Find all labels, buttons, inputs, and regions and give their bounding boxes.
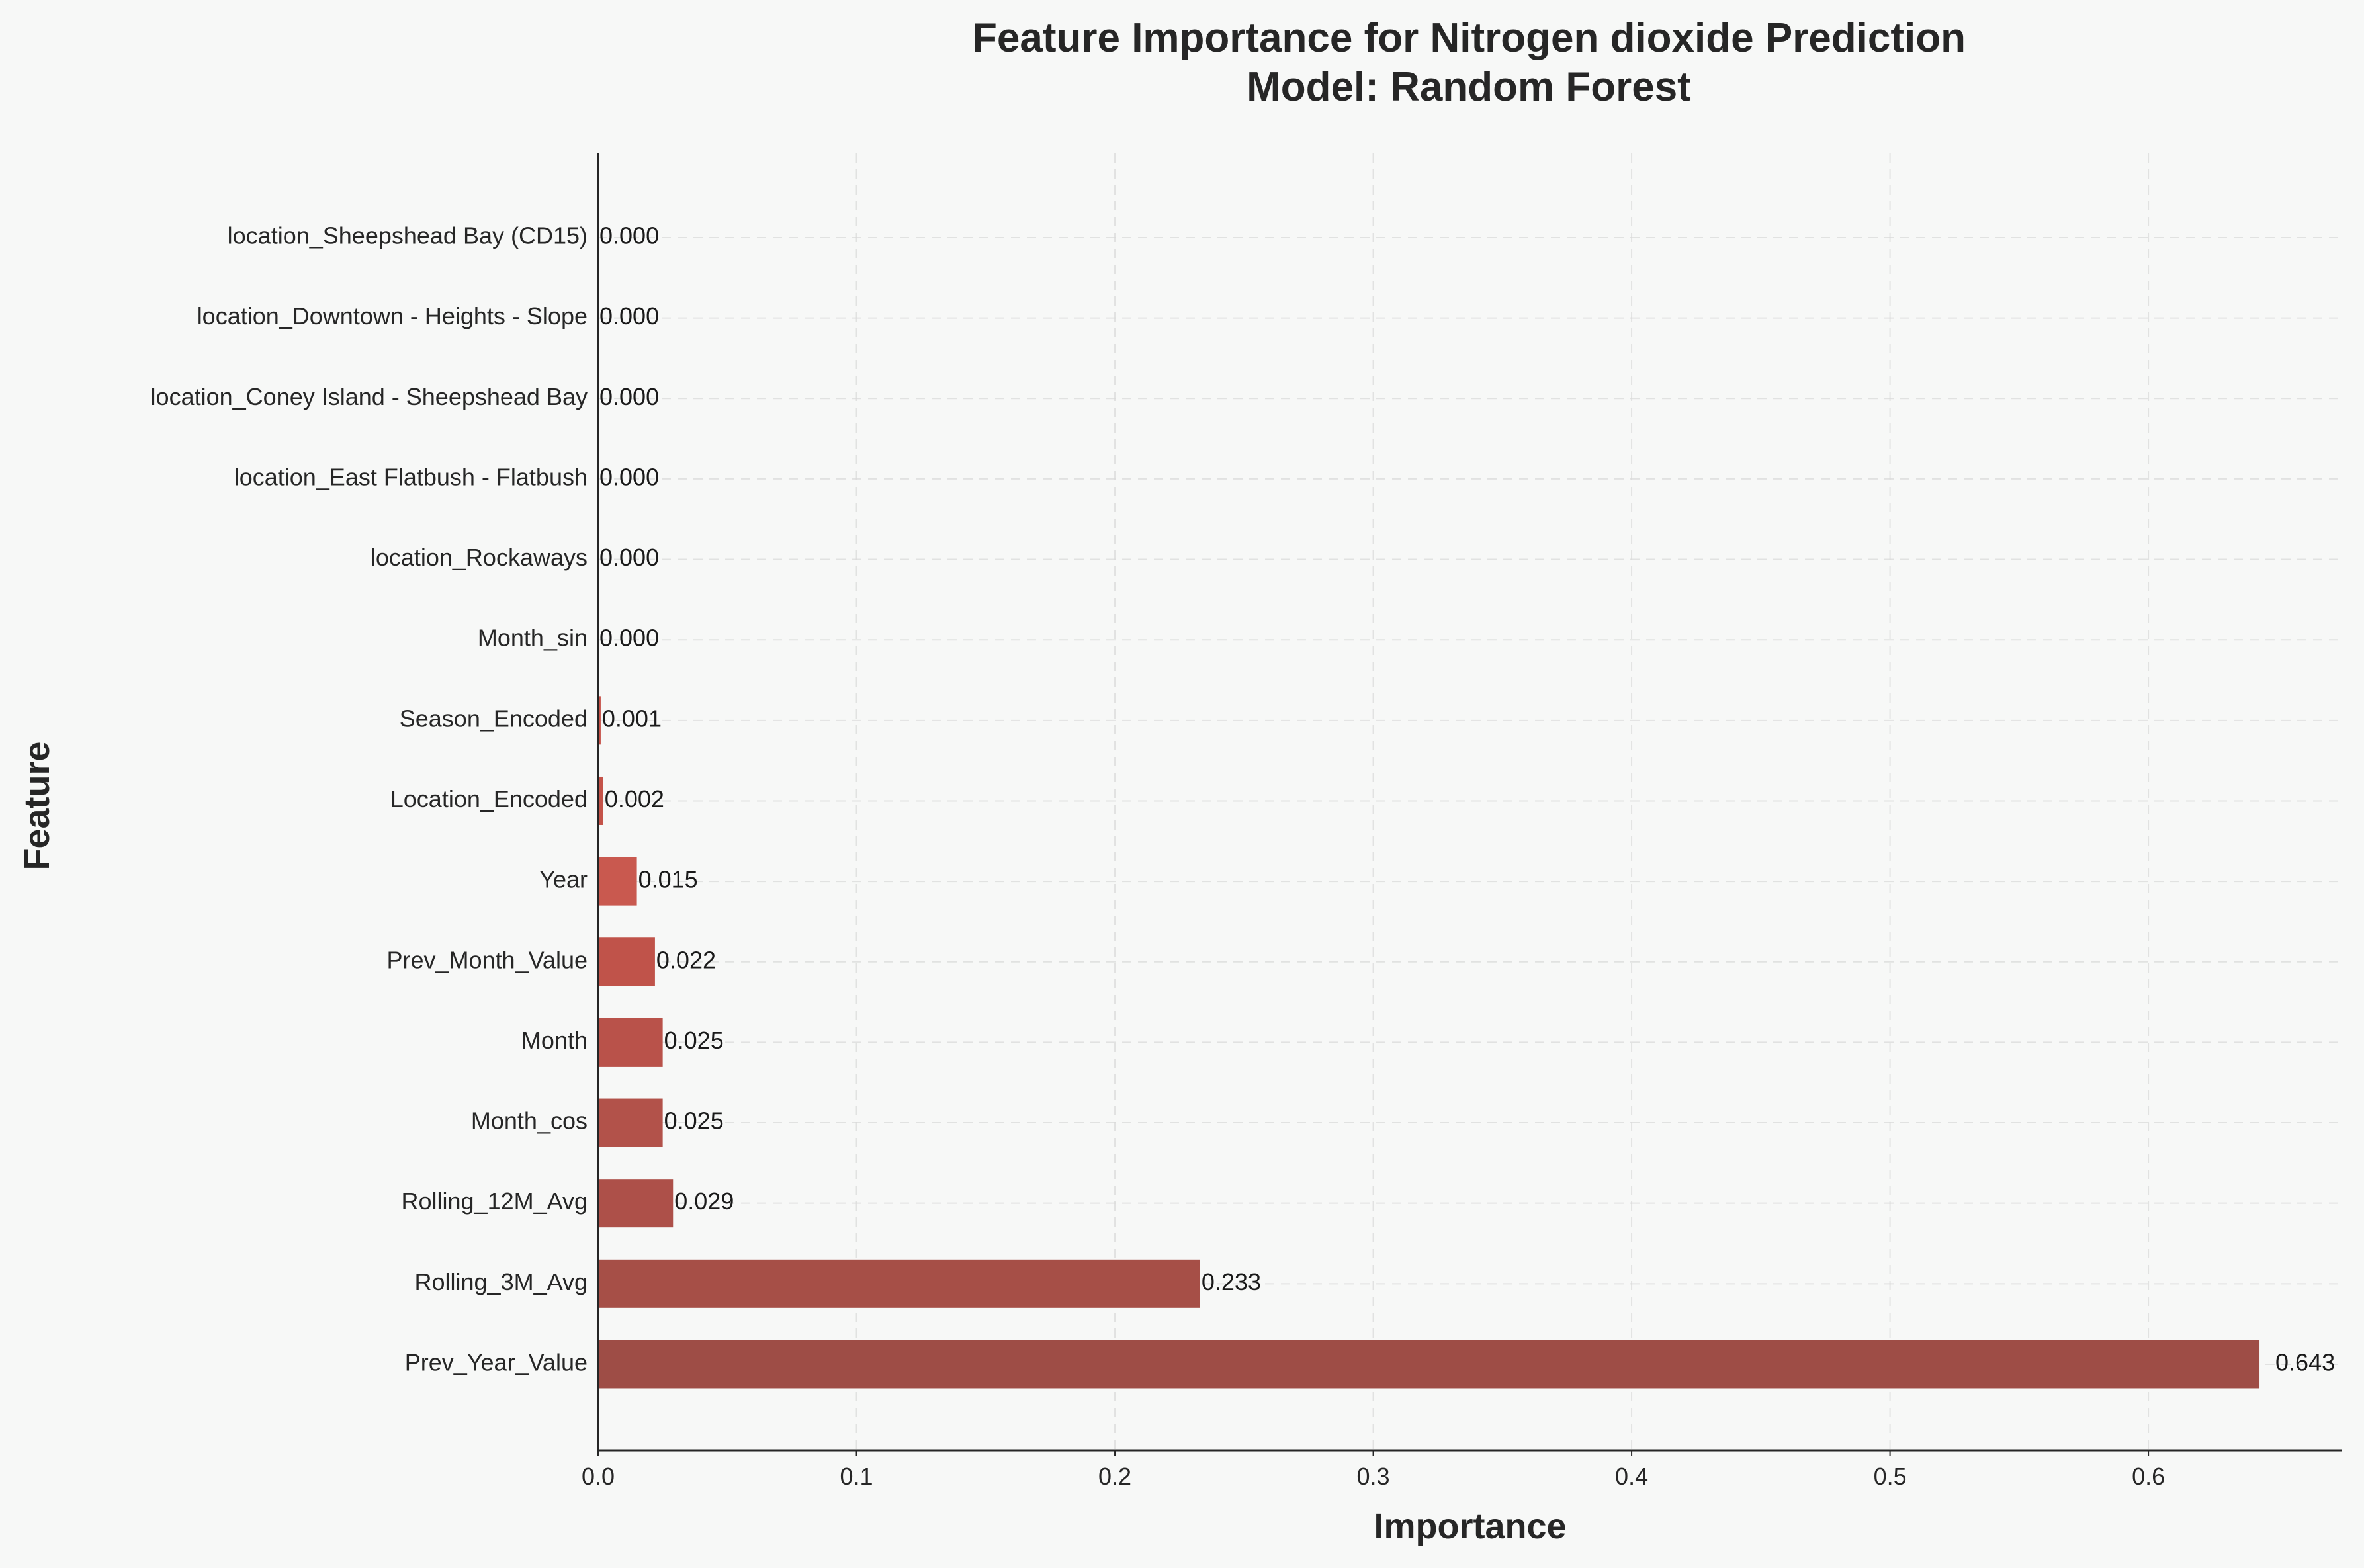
bar [598,857,637,906]
x-tick-label: 0.6 [2132,1463,2165,1490]
bar [598,1259,1200,1308]
bars-group [598,696,2260,1389]
x-tick-label: 0.4 [1615,1463,1648,1490]
x-tick-label: 0.5 [1874,1463,1907,1490]
bar-value-label: 0.001 [602,705,662,732]
y-tick-label: Prev_Year_Value [405,1348,588,1375]
bar-value-label: 0.025 [664,1027,724,1054]
y-tick-label: Rolling_12M_Avg [401,1188,588,1215]
bar-value-label: 0.000 [599,383,659,410]
y-axis-title: Feature [17,741,57,870]
bar-value-label: 0.015 [638,866,698,893]
bar-value-labels: 0.000 0.000 0.000 0.000 0.000 0.000 0.001 0.002… [599,222,2335,1376]
bar-value-label: 0.000 [599,302,659,329]
bar [598,1340,2260,1389]
bar [598,937,655,986]
y-tick-label: Month [521,1027,588,1054]
x-tick-label: 0.1 [840,1463,873,1490]
y-tick-label: Location_Encoded [390,785,588,812]
bar [598,696,601,745]
y-tick-label: location_Rockaways [371,544,588,571]
bar-value-label: 0.022 [656,946,716,973]
bar [598,1098,663,1147]
bar-value-label: 0.025 [664,1108,724,1135]
bar [598,776,603,825]
bar-value-label: 0.233 [1202,1268,1261,1295]
y-tick-label: location_Coney Island - Sheepshead Bay [151,383,588,410]
bar-value-label: 0.643 [2275,1348,2335,1375]
y-tick-label: Month_sin [478,625,588,652]
bar [598,1179,674,1228]
x-axis-title: Importance [1374,1506,1566,1546]
y-tick-label: Prev_Month_Value [386,946,588,973]
x-tick-label: 0.2 [1098,1463,1131,1490]
bar-value-label: 0.000 [599,544,659,571]
bar-value-label: 0.000 [599,222,659,249]
bar-value-label: 0.000 [599,625,659,652]
y-tick-label: Year [539,866,588,893]
x-tick-labels: 0.0 0.1 0.2 0.3 0.4 0.5 0.6 [582,1450,2165,1490]
y-tick-label: location_Downtown - Heights - Slope [197,302,588,329]
bar-value-label: 0.002 [605,785,664,812]
y-tick-label: Season_Encoded [400,705,588,732]
y-tick-label: location_East Flatbush - Flatbush [234,463,588,490]
x-tick-label: 0.0 [582,1463,615,1490]
chart-subtitle: Model: Random Forest [1247,64,1691,110]
bar-value-label: 0.000 [599,463,659,490]
bar-value-label: 0.029 [674,1188,734,1215]
y-tick-label: location_Sheepshead Bay (CD15) [228,222,588,249]
y-tick-labels: location_Sheepshead Bay (CD15) location_D… [151,222,588,1376]
y-tick-label: Rolling_3M_Avg [415,1268,588,1295]
chart-title: Feature Importance for Nitrogen dioxide … [972,15,1966,61]
bar [598,1018,663,1067]
y-tick-label: Month_cos [471,1108,588,1135]
x-tick-label: 0.3 [1357,1463,1390,1490]
